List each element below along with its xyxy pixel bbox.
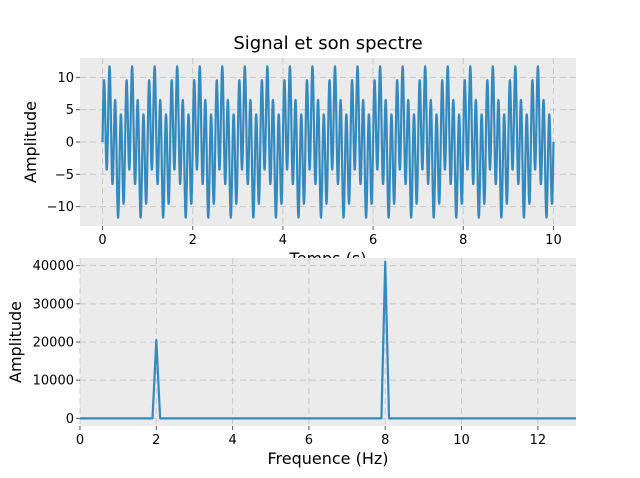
spectrum-series-line [80,260,576,420]
spectrum-y-tick-label-1: 10000 [33,374,74,389]
spectrum-chart: 0 2 4 6 8 10 12 0 10000 20000 30000 40000 Frequence … [6,258,576,468]
spectrum-x-tick-label-1: 2 [152,433,160,448]
signal-x-tick-label-5: 10 [545,233,562,248]
signal-y-tick-label-2: 0 [66,136,74,151]
spectrum-y-axis-label: Amplitude [6,301,25,383]
spectrum-y-tick-label-3: 30000 [33,297,74,312]
spectrum-x-tick-label-5: 10 [453,433,470,448]
signal-x-tick-label-0: 0 [98,233,106,248]
signal-y-tick-label-0: −10 [47,200,74,215]
spectrum-x-tick-label-0: 0 [76,433,84,448]
spectrum-y-tick-label-0: 0 [66,412,74,427]
signal-x-tick-label-4: 8 [459,233,467,248]
signal-y-tick-label-4: 10 [57,71,74,86]
signal-x-tick-label-3: 6 [369,233,377,248]
signal-series-line [101,65,555,219]
figure-title: Signal et son spectre [233,33,422,54]
signal-x-tick-label-1: 2 [189,233,197,248]
spectrum-x-tick-label-4: 8 [381,433,389,448]
spectrum-x-tick-label-2: 4 [228,433,236,448]
spectrum-x-tick-label-6: 12 [530,433,547,448]
spectrum-y-tick-label-2: 20000 [33,336,74,351]
signal-y-axis-label: Amplitude [21,101,40,183]
spectrum-x-tick-label-3: 6 [305,433,313,448]
spectrum-x-axis-label: Frequence (Hz) [267,449,388,468]
spectrum-y-tick-label-4: 40000 [33,259,74,274]
signal-y-tick-label-3: 5 [66,103,74,118]
signal-x-tick-label-2: 4 [279,233,287,248]
signal-y-tick-label-1: −5 [55,168,74,183]
